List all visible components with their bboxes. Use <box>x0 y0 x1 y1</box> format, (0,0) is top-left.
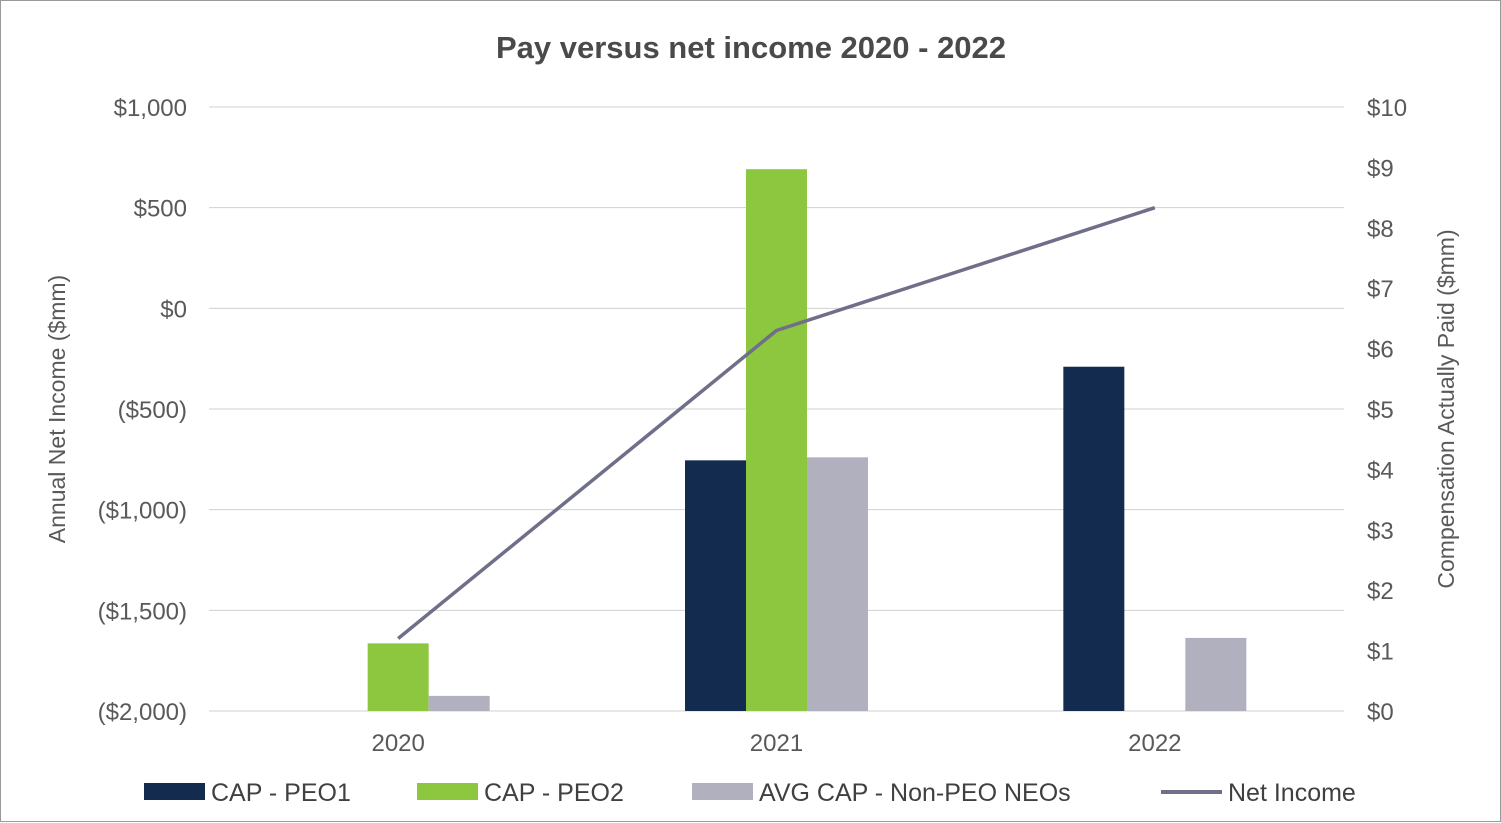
left-tick-label: ($1,000) <box>98 498 187 525</box>
legend-label-cap-peo1: CAP - PEO1 <box>211 779 351 807</box>
left-tick-label: $0 <box>160 296 187 323</box>
left-tick-label: $500 <box>134 196 187 223</box>
chart-title: Pay versus net income 2020 - 2022 <box>496 30 1006 65</box>
bar-cap-peo1 <box>1063 366 1125 711</box>
bar-avg-cap-non-peo-neos <box>1185 637 1247 711</box>
right-tick-label: $2 <box>1367 578 1394 605</box>
x-tick-label: 2020 <box>371 730 424 757</box>
right-axis-title: Compensation Actually Paid ($mm) <box>1433 229 1459 588</box>
bar-cap-peo2 <box>367 643 429 711</box>
right-tick-label: $3 <box>1367 518 1394 545</box>
x-tick-label: 2021 <box>750 730 803 757</box>
right-tick-label: $10 <box>1367 95 1407 122</box>
left-tick-label: $1,000 <box>114 95 187 122</box>
bars <box>367 169 1247 711</box>
left-axis-ticks: $1,000 $500 $0 ($500) ($1,000) ($1,500) ($2,00… <box>98 95 187 726</box>
right-tick-label: $6 <box>1367 337 1394 364</box>
line-net-income <box>397 206 1156 640</box>
legend-label-avg-cap-non-peo-neos: AVG CAP - Non-PEO NEOs <box>759 779 1071 807</box>
left-axis-title: Annual Net Income ($mm) <box>44 275 70 543</box>
right-tick-label: $7 <box>1367 276 1394 303</box>
right-tick-label: $5 <box>1367 397 1394 424</box>
bar-cap-peo2 <box>746 169 807 711</box>
legend: CAP - PEO1 CAP - PEO2 AVG CAP - Non-PEO NE… <box>144 779 1356 807</box>
bar-avg-cap-non-peo-neos <box>807 457 868 711</box>
left-tick-label: ($1,500) <box>98 598 187 625</box>
legend-swatch-avg-cap-non-peo-neos <box>692 783 753 800</box>
x-tick-label: 2022 <box>1128 730 1181 757</box>
legend-swatch-cap-peo2 <box>417 783 478 800</box>
right-tick-label: $4 <box>1367 457 1394 484</box>
right-axis-ticks: $10 $9 $8 $7 $6 $5 $4 $3 $2 $1 $0 <box>1367 95 1407 726</box>
right-tick-label: $9 <box>1367 155 1394 182</box>
bar-avg-cap-non-peo-neos <box>428 695 490 711</box>
x-axis-ticks: 2020 2021 2022 <box>371 730 1181 757</box>
right-tick-label: $8 <box>1367 216 1394 243</box>
right-tick-label: $0 <box>1367 699 1394 726</box>
legend-label-cap-peo2: CAP - PEO2 <box>484 779 624 807</box>
left-tick-label: ($500) <box>118 397 187 424</box>
legend-swatch-cap-peo1 <box>144 783 205 800</box>
left-tick-label: ($2,000) <box>98 699 187 726</box>
legend-label-net-income: Net Income <box>1228 779 1356 807</box>
bar-cap-peo1 <box>685 460 746 711</box>
net-income-line-layer <box>397 206 1156 640</box>
right-tick-label: $1 <box>1367 639 1394 666</box>
